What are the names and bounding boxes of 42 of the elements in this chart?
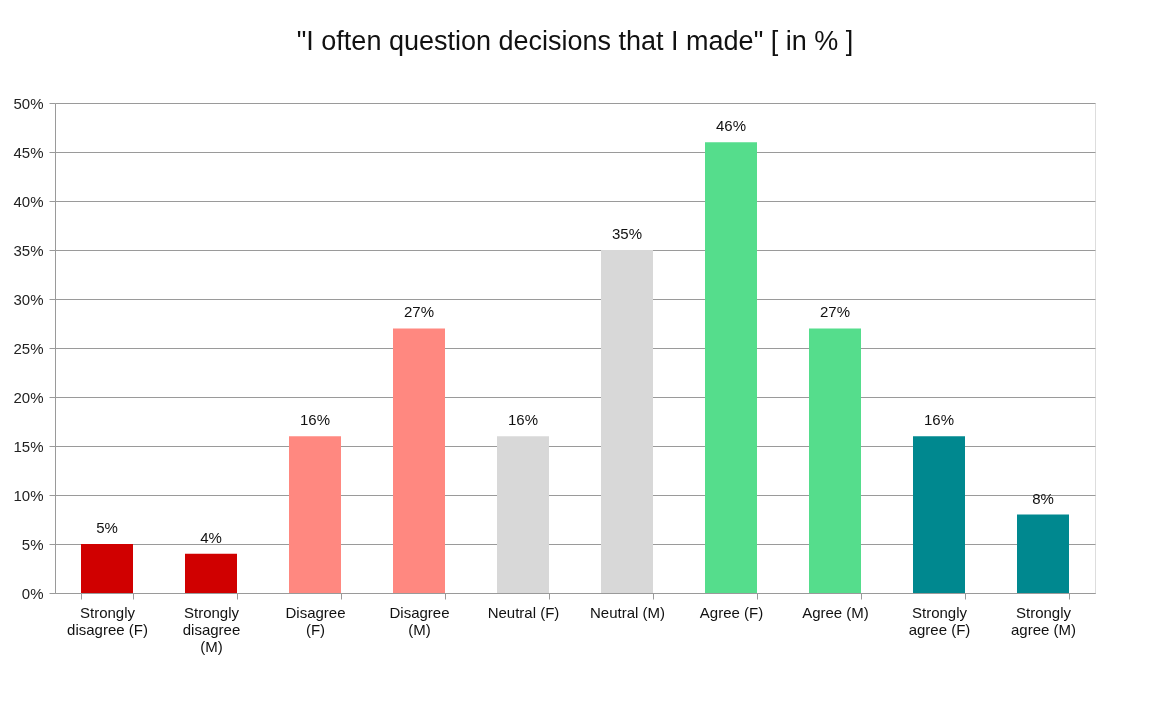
bar: [601, 250, 653, 593]
y-tick-label: 15%: [13, 437, 44, 455]
y-tick-label: 40%: [13, 192, 44, 210]
data-label: 35%: [611, 225, 643, 242]
x-tick-label: Strongly disagree (M): [182, 603, 241, 655]
data-label: 8%: [1032, 489, 1054, 507]
data-label: 46%: [715, 117, 747, 135]
y-tick-label: 50%: [13, 94, 44, 112]
data-label: 4%: [200, 528, 222, 546]
bar: [809, 328, 861, 593]
x-tick-label: Strongly agree (F): [908, 603, 971, 638]
bar: [81, 544, 133, 593]
y-tick-label: 35%: [13, 241, 44, 259]
bar: [913, 436, 965, 593]
bar: [705, 142, 757, 593]
data-label: 16%: [923, 411, 955, 429]
x-tick-label: Disagree (F): [285, 603, 346, 638]
x-tick-label: Strongly disagree (F): [67, 603, 148, 638]
bar: [185, 553, 237, 593]
x-tick-label: Strongly agree (M): [1010, 603, 1077, 638]
x-tick-label: Neutral (M): [589, 603, 666, 621]
y-tick-label: 10%: [13, 486, 44, 504]
y-tick-label: 20%: [13, 388, 44, 406]
data-label: 5%: [96, 519, 118, 536]
x-tick-label: Agree (M): [802, 603, 869, 621]
bar: [393, 328, 445, 593]
y-tick-label: 30%: [13, 290, 44, 308]
chart-title: "I often question decisions that I made" [ in % ]: [296, 26, 854, 56]
x-tick-label: Neutral (F): [487, 603, 560, 621]
data-label: 27%: [819, 303, 851, 321]
data-label: 16%: [299, 411, 331, 429]
bar: [289, 436, 341, 593]
y-tick-label: 0%: [21, 584, 44, 602]
data-label: 16%: [507, 411, 539, 429]
bar: [497, 436, 549, 593]
data-label: 27%: [403, 303, 435, 321]
y-tick-label: 5%: [21, 535, 44, 553]
x-tick-label: Disagree (M): [389, 603, 450, 638]
bar: [1017, 514, 1069, 593]
y-tick-label: 45%: [13, 143, 44, 161]
x-tick-label: Agree (F): [699, 603, 764, 621]
y-tick-label: 25%: [13, 339, 44, 357]
